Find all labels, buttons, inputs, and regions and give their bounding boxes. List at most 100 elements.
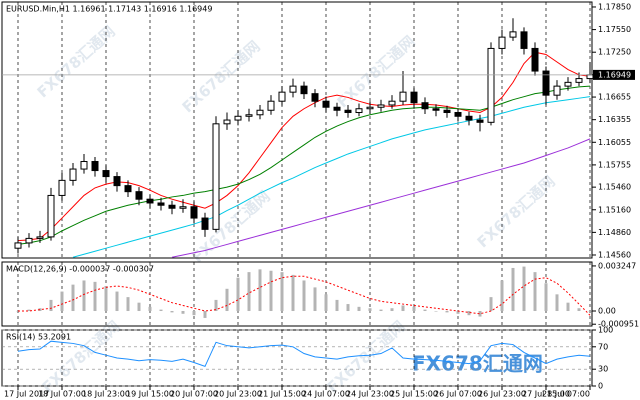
candle-body — [25, 237, 33, 244]
y-tick-label: 0.00 — [598, 307, 616, 316]
candle-body — [179, 206, 187, 209]
macd-bar — [511, 267, 515, 312]
macd-bar — [357, 306, 361, 312]
y-tick-label: 1.16355 — [598, 115, 631, 124]
macd-bar — [555, 294, 559, 312]
y-tick-label: 70 — [598, 342, 608, 351]
macd-bar — [181, 311, 185, 314]
macd-bar — [324, 294, 328, 312]
y-tick-label: 1.17550 — [598, 25, 631, 34]
macd-bar — [478, 311, 482, 317]
macd-bar — [379, 309, 383, 312]
candle-body — [377, 104, 385, 108]
y-tick-label: 1.16655 — [598, 93, 631, 102]
candle-body — [278, 91, 286, 102]
candle-body — [234, 115, 242, 121]
candle-body — [333, 106, 341, 111]
macd-bar — [434, 311, 438, 312]
x-tick-label: 24 Jul 07:00 — [302, 390, 350, 399]
panel-title: RSI(14) 53.2091 — [6, 333, 71, 342]
candle-body — [465, 115, 473, 121]
logo: FX678汇通网 — [412, 352, 543, 376]
macd-bar — [71, 284, 75, 312]
macd-bar — [269, 270, 273, 312]
candle-body — [421, 102, 429, 110]
macd-bar — [247, 272, 251, 312]
y-tick-label: 1.16055 — [598, 138, 631, 147]
macd-bar — [467, 311, 471, 316]
macd-bar — [126, 297, 130, 312]
y-tick-label: 1.17850 — [598, 2, 631, 11]
x-tick-label: 26 Jul 07:00 — [434, 390, 482, 399]
indicator-line — [18, 275, 591, 316]
x-tick-label: 17 Jul 2017 — [4, 390, 49, 399]
candle-body — [487, 47, 495, 123]
macd-bar — [280, 272, 284, 312]
y-tick-label: 1.14560 — [598, 250, 631, 259]
macd-bar — [148, 306, 152, 312]
candle-body — [322, 100, 330, 108]
x-tick-label: 18 Jul 23:00 — [82, 390, 130, 399]
candle-body — [410, 91, 418, 104]
macd-bar — [533, 272, 537, 312]
candle-body — [443, 109, 451, 114]
candle-body — [146, 198, 154, 204]
macd-bar — [445, 311, 449, 313]
y-tick-label: 1.15460 — [598, 183, 631, 192]
y-tick-label: 100 — [598, 326, 613, 335]
x-tick-label: 25 Jul 15:00 — [390, 390, 438, 399]
candle-body — [498, 36, 506, 49]
candle-body — [223, 119, 231, 125]
candle-body — [36, 236, 44, 239]
candle-body — [124, 185, 132, 193]
x-tick-label: 20 Jul 07:00 — [170, 390, 218, 399]
x-tick-label: 24 Jul 23:00 — [346, 390, 394, 399]
x-tick-label: 21 Jul 15:00 — [258, 390, 306, 399]
candle-body — [256, 109, 264, 116]
macd-bar — [302, 280, 306, 312]
candle-body — [520, 31, 528, 49]
macd-bar — [291, 274, 295, 312]
candle-body — [476, 119, 484, 123]
candle-body — [564, 81, 572, 87]
candle-body — [157, 202, 165, 206]
macd-bar — [93, 281, 97, 312]
macd-bar — [38, 308, 42, 312]
x-tick-label: 20 Jul 23:00 — [214, 390, 262, 399]
y-tick-label: 1.15755 — [598, 160, 631, 169]
macd-bar — [577, 308, 581, 312]
indicator-line — [17, 51, 591, 242]
y-tick-label: 0 — [598, 382, 603, 391]
macd-bar — [368, 308, 372, 312]
candle-body — [113, 176, 121, 187]
candle-body — [135, 191, 143, 200]
candle-body — [432, 108, 440, 111]
macd-bar — [214, 299, 218, 312]
macd-bar — [566, 302, 570, 312]
candle-body — [399, 91, 407, 102]
candle-body — [47, 194, 55, 238]
candle-body — [212, 123, 220, 230]
x-tick-label: 27 Jul 15:00 — [522, 390, 570, 399]
candle-body — [190, 206, 198, 219]
macd-bar — [258, 269, 262, 312]
macd-bar — [159, 309, 163, 312]
indicator-line — [17, 85, 591, 245]
candle-body — [91, 161, 99, 172]
candle-body — [245, 114, 253, 117]
candle-body — [14, 242, 22, 249]
y-tick-label: 1.15160 — [598, 205, 631, 214]
macd-bar — [346, 304, 350, 312]
macd-bar — [500, 280, 504, 312]
macd-bar — [588, 311, 592, 312]
candle-body — [201, 217, 209, 230]
candle-body — [454, 112, 462, 117]
macd-bar — [236, 277, 240, 312]
panel-title: MACD(12,26,9) -0.000037 -0.000307 — [6, 265, 154, 274]
candle-body — [289, 85, 297, 93]
candle-body — [509, 31, 517, 38]
x-tick-label: 19 Jul 15:00 — [126, 390, 174, 399]
candle-body — [542, 70, 550, 96]
candle-body — [168, 204, 176, 209]
